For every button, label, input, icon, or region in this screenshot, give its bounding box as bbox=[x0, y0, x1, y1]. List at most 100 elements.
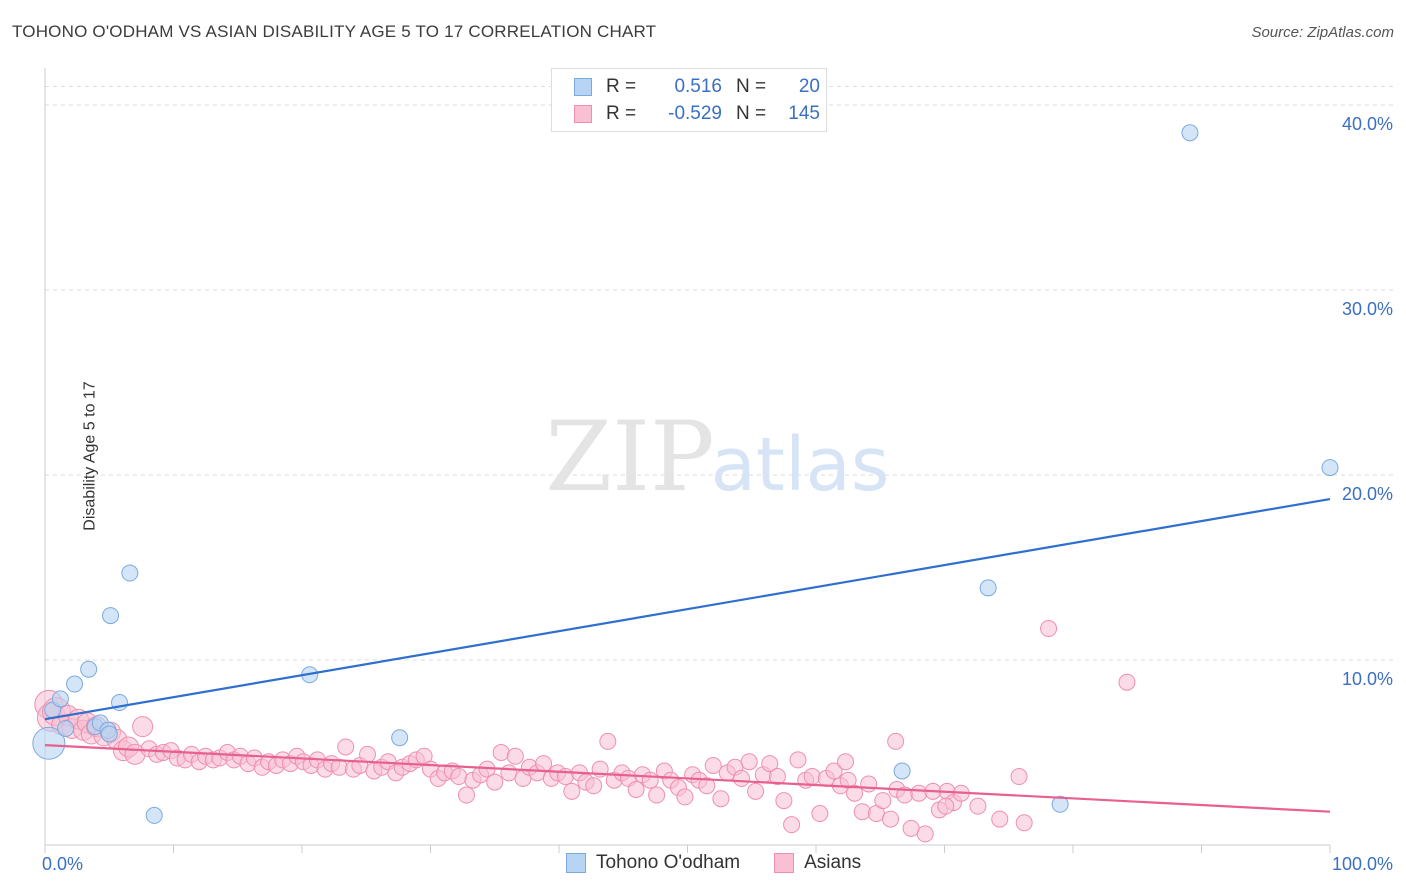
asians-point bbox=[882, 810, 900, 828]
asians-point bbox=[874, 792, 892, 810]
asians-point bbox=[761, 755, 779, 773]
legend-swatch-blue bbox=[574, 78, 592, 96]
legend-label-asians: Asians bbox=[804, 852, 862, 873]
asians-point bbox=[783, 816, 801, 834]
tohono-point bbox=[1051, 795, 1069, 813]
legend-r-label: R = bbox=[606, 103, 637, 124]
legend-item-asians[interactable]: Asians bbox=[774, 852, 861, 874]
trend-lines bbox=[44, 497, 1331, 813]
asians-point bbox=[1118, 673, 1136, 691]
asians-point bbox=[486, 773, 504, 791]
legend-swatch-pink bbox=[574, 105, 592, 123]
tohono-point bbox=[1181, 124, 1199, 142]
tohono-point bbox=[1321, 459, 1339, 477]
asians-point bbox=[599, 732, 617, 750]
tohono-point bbox=[80, 660, 98, 678]
asians-point bbox=[704, 756, 722, 774]
tohono-point bbox=[100, 725, 118, 743]
asians-point bbox=[712, 790, 730, 808]
asians-point bbox=[853, 803, 871, 821]
tohono-point bbox=[391, 729, 409, 747]
asians-point bbox=[1040, 620, 1058, 638]
y-tick-label: 10.0% bbox=[1342, 669, 1393, 689]
asians-trend-line bbox=[44, 744, 1331, 813]
asians-point bbox=[846, 784, 864, 802]
asians-point bbox=[627, 781, 645, 798]
asians-point bbox=[732, 769, 750, 787]
correlation-legend: R = 0.516 N = 20 R = -0.529 N = 145 bbox=[551, 68, 827, 132]
asians-point bbox=[500, 764, 518, 782]
legend-item-tohono[interactable]: Tohono O'odham bbox=[566, 852, 740, 874]
asians-point bbox=[359, 745, 377, 763]
legend-n-value: 145 bbox=[788, 103, 820, 124]
asians-point bbox=[937, 797, 955, 815]
watermark-zip: ZIP bbox=[545, 401, 714, 513]
x-tick-label-max: 100.0% bbox=[1332, 854, 1393, 874]
tohono-trend-line bbox=[44, 497, 1331, 721]
asians-point bbox=[740, 753, 758, 771]
asians-point bbox=[910, 784, 928, 802]
legend-r-value: 0.516 bbox=[674, 76, 722, 97]
asians-point bbox=[789, 751, 807, 769]
x-tick-label-min: 0.0% bbox=[42, 854, 83, 874]
legend-n-value: 20 bbox=[798, 76, 820, 97]
legend-swatch-blue bbox=[566, 853, 586, 873]
legend-n-label: N = bbox=[736, 103, 767, 124]
asians-point bbox=[563, 782, 581, 800]
chart-title: TOHONO O'ODHAM VS ASIAN DISABILITY AGE 5… bbox=[12, 22, 657, 41]
asians-point bbox=[506, 747, 524, 765]
tohono-points bbox=[32, 124, 1339, 824]
series-legend: Tohono O'odham Asians bbox=[566, 852, 895, 874]
asians-point bbox=[492, 744, 510, 761]
asians-point bbox=[860, 775, 878, 793]
asians-points bbox=[34, 620, 1136, 843]
legend-r-label: R = bbox=[606, 76, 637, 97]
grid-lines bbox=[45, 86, 1395, 661]
legend-row-asians: R = -0.529 N = 145 bbox=[574, 101, 820, 127]
asians-point bbox=[457, 786, 475, 804]
tohono-point bbox=[57, 719, 75, 737]
tohono-point bbox=[51, 690, 69, 708]
asians-point bbox=[803, 768, 821, 786]
asians-point bbox=[1015, 814, 1033, 832]
y-tick-label: 20.0% bbox=[1342, 484, 1393, 504]
tohono-point bbox=[979, 579, 997, 597]
asians-point bbox=[747, 782, 765, 800]
asians-point bbox=[991, 810, 1009, 828]
watermark: ZIP atlas bbox=[545, 401, 889, 513]
asians-point bbox=[1010, 768, 1028, 786]
tohono-point bbox=[893, 762, 911, 780]
asians-point bbox=[698, 777, 716, 795]
tohono-point bbox=[102, 607, 120, 625]
asians-point bbox=[450, 768, 468, 786]
legend-r-value: -0.529 bbox=[668, 103, 722, 124]
y-tick-label: 30.0% bbox=[1342, 299, 1393, 319]
asians-point bbox=[768, 768, 786, 786]
asians-point bbox=[648, 786, 666, 804]
legend-label-tohono: Tohono O'odham bbox=[596, 852, 741, 873]
asians-point bbox=[969, 797, 987, 815]
asians-point bbox=[132, 716, 154, 738]
asians-point bbox=[902, 819, 920, 837]
legend-swatch-pink bbox=[774, 853, 795, 873]
legend-n-label: N = bbox=[736, 76, 767, 97]
legend-row-tohono: R = 0.516 N = 20 bbox=[574, 74, 820, 100]
asians-point bbox=[337, 738, 355, 756]
asians-point bbox=[676, 788, 694, 806]
asians-point bbox=[811, 805, 829, 823]
asians-point bbox=[825, 762, 843, 780]
asians-point bbox=[837, 753, 855, 771]
asians-point bbox=[585, 777, 603, 795]
asians-point bbox=[641, 771, 659, 789]
tohono-point bbox=[145, 806, 163, 824]
y-tick-label: 40.0% bbox=[1342, 114, 1393, 134]
tohono-point bbox=[32, 726, 66, 760]
source-label: Source: ZipAtlas.com bbox=[1251, 24, 1394, 41]
asians-point bbox=[775, 792, 793, 810]
watermark-atlas: atlas bbox=[711, 422, 890, 508]
asians-point bbox=[535, 755, 553, 773]
asians-point bbox=[916, 825, 934, 843]
tick-labels: 10.0% 20.0% 30.0% 40.0% 0.0% 100.0% bbox=[42, 114, 1393, 874]
asians-point bbox=[887, 732, 905, 750]
